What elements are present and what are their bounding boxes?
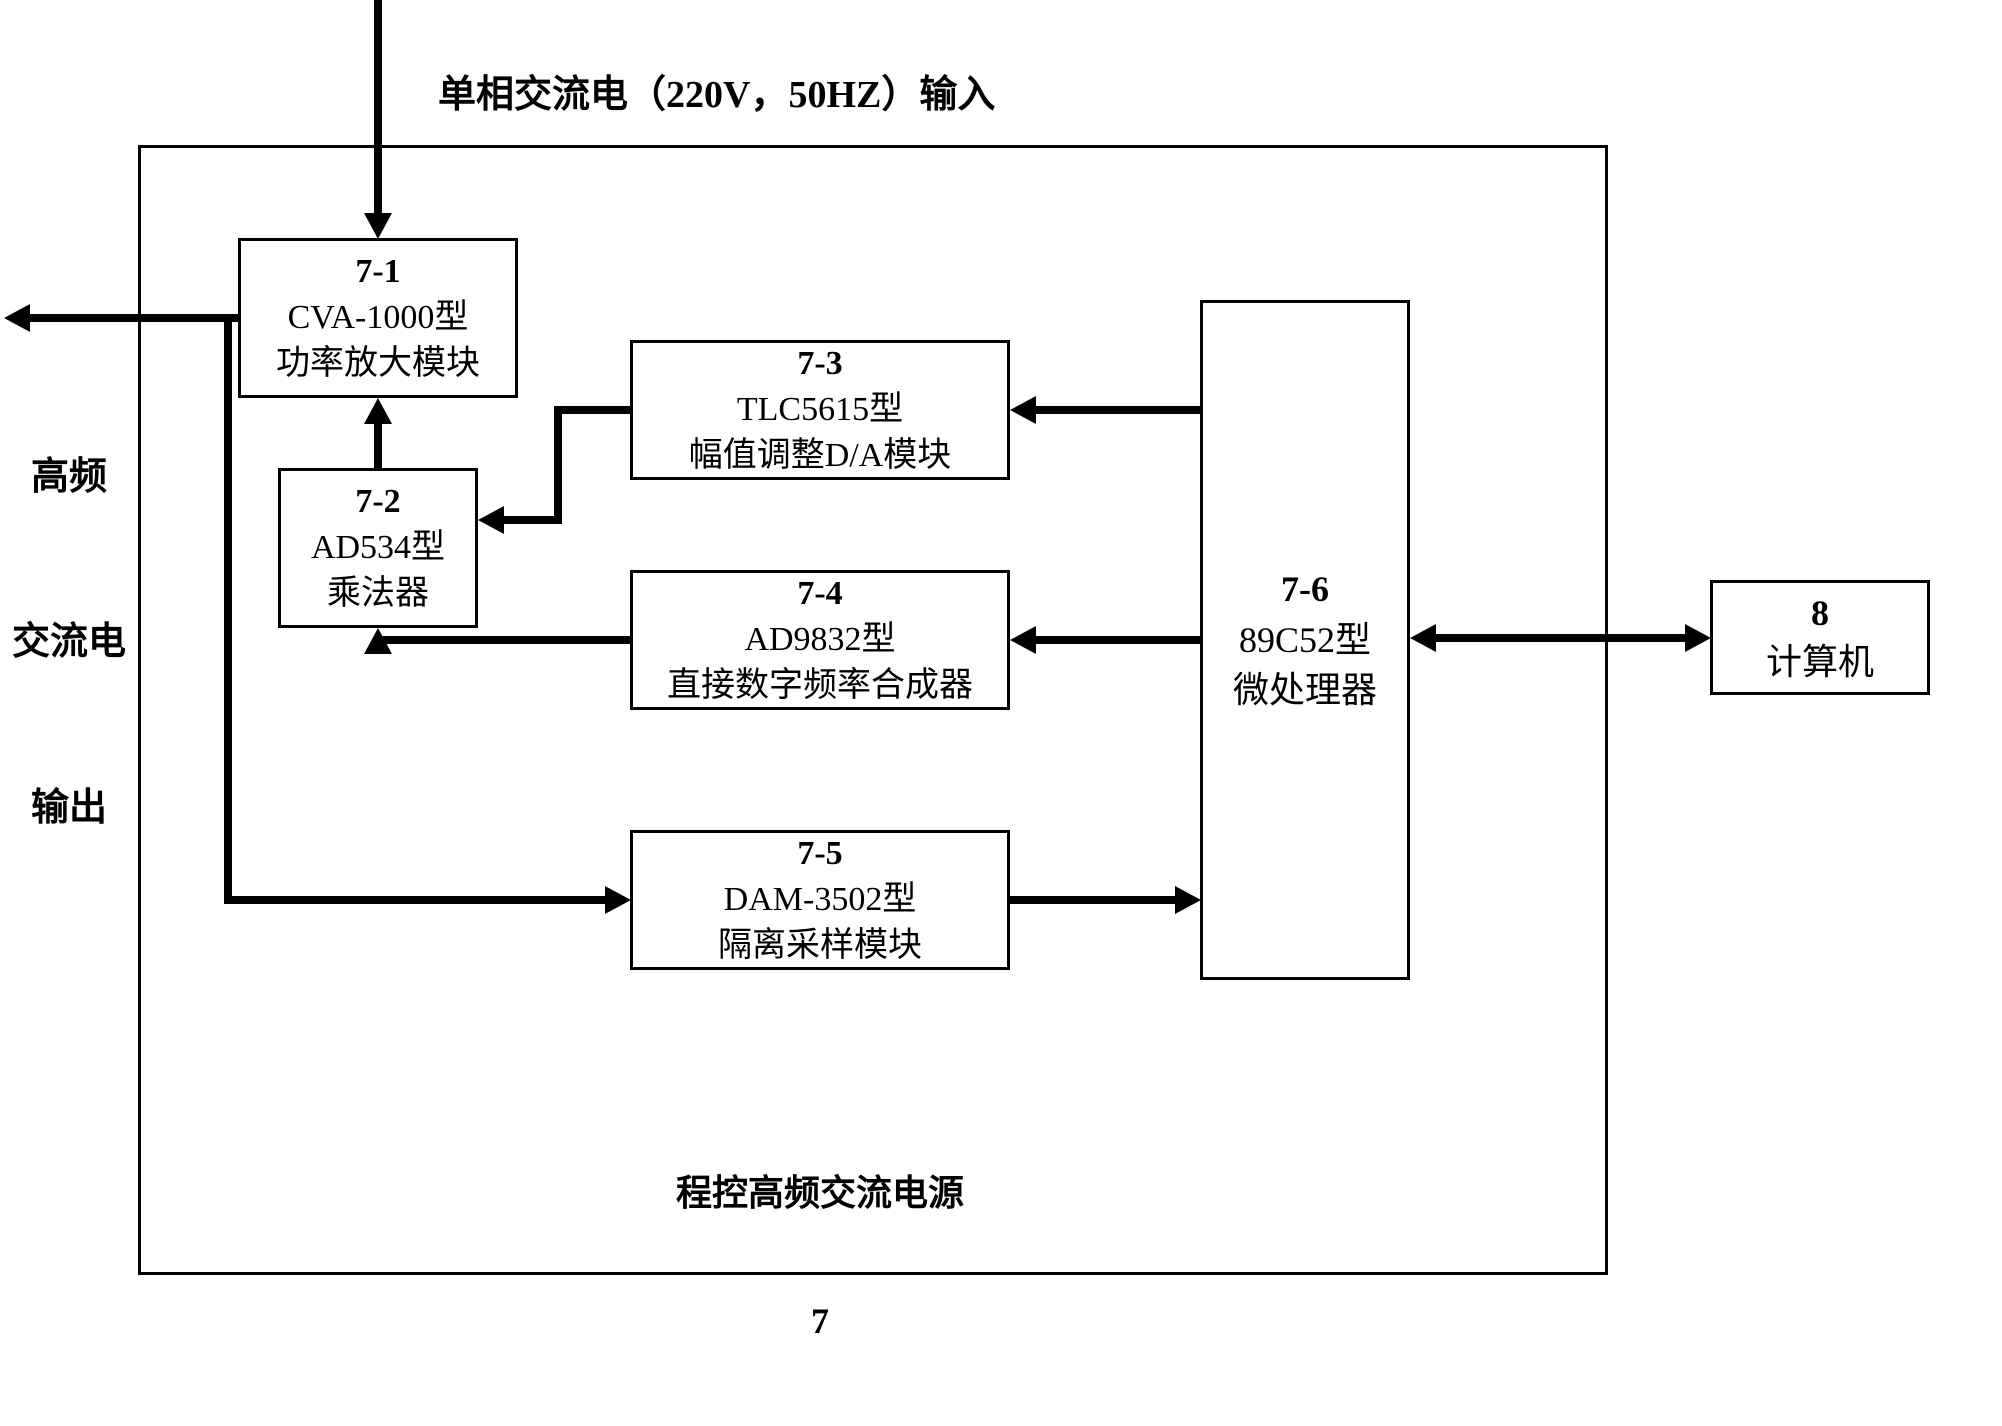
arrow-output-head: [4, 304, 30, 332]
input-label: 单相交流电（220V，50HZ）输入: [438, 63, 995, 118]
output-label-line3: 输出: [12, 781, 126, 836]
arrow-76-74: [1030, 636, 1200, 644]
arrow-73-72-head: [478, 506, 504, 534]
arrow-73-72-h2: [498, 516, 562, 524]
arrow-73-72-v: [554, 406, 562, 524]
arrow-71-75-v: [224, 314, 232, 904]
arrow-72-71: [374, 420, 382, 468]
arrow-72-71-head: [364, 398, 392, 424]
diagram-container: 单相交流电（220V，50HZ）输入 高频 交流电 输出 程控高频交流电源 7 …: [0, 0, 2002, 1307]
arrow-71-75-h: [224, 896, 610, 904]
output-label: 高频 交流电 输出: [12, 340, 126, 946]
arrow-76-73: [1030, 406, 1200, 414]
output-label-line1: 高频: [12, 450, 126, 505]
arrow-71-75-head: [605, 886, 631, 914]
arrow-76-74-head: [1010, 626, 1036, 654]
block-7-2: 7-2 AD534型 乘法器: [278, 468, 478, 628]
block-7-3: 7-3 TLC5615型 幅值调整D/A模块: [630, 340, 1010, 480]
block-7-1: 7-1 CVA-1000型 功率放大模块: [238, 238, 518, 398]
arrow-75-76: [1010, 896, 1180, 904]
arrow-74-72-head: [364, 628, 392, 654]
arrow-76-8-head-r: [1685, 624, 1711, 652]
block-7-6: 7-6 89C52型 微处理器: [1200, 300, 1410, 980]
arrow-input-head: [364, 213, 392, 239]
arrow-76-8: [1430, 634, 1690, 642]
arrow-74-72-h: [378, 636, 630, 644]
block-7-4: 7-4 AD9832型 直接数字频率合成器: [630, 570, 1010, 710]
arrow-73-72-h: [554, 406, 630, 414]
block-7-5: 7-5 DAM-3502型 隔离采样模块: [630, 830, 1010, 970]
arrow-75-76-head: [1175, 886, 1201, 914]
outer-box-label: 程控高频交流电源 7: [630, 1080, 1010, 1426]
output-label-line2: 交流电: [12, 615, 126, 670]
arrow-input: [374, 0, 382, 218]
block-8: 8 计算机: [1710, 580, 1930, 695]
arrow-76-73-head: [1010, 396, 1036, 424]
arrow-76-8-head-l: [1410, 624, 1436, 652]
arrow-output: [30, 314, 238, 322]
